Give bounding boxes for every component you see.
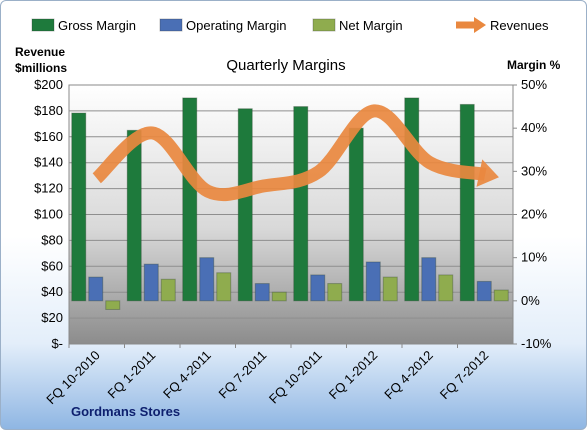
right-tick-label: 30% <box>521 163 547 178</box>
bar-operating-margin <box>254 283 270 302</box>
revenue-line-path <box>92 104 487 202</box>
x-tick-label: FQ 10-2011 <box>266 348 325 407</box>
legend: Gross Margin Operating Margin Net Margin Re… <box>31 17 549 33</box>
revenue-line <box>92 104 499 202</box>
bar-net-margin <box>438 274 454 302</box>
left-tick-label: $20 <box>41 310 63 325</box>
bar-operating-margin <box>199 257 215 302</box>
legend-label: Operating Margin <box>186 18 286 33</box>
left-tick-label: $40 <box>41 284 63 299</box>
legend-label: Net Margin <box>339 18 403 33</box>
x-tick-label: FQ 7-2011 <box>215 348 269 402</box>
legend-arrow-revenues <box>474 17 486 33</box>
right-tick-label: 50% <box>521 77 547 92</box>
left-tick-label: $160 <box>34 129 63 144</box>
bar-operating-margin <box>143 263 159 302</box>
left-tick-label: $140 <box>34 155 63 170</box>
bar-gross-margin <box>71 112 87 302</box>
left-tick-label: $100 <box>34 207 63 222</box>
legend-swatch-gross-margin <box>31 18 55 32</box>
left-axis-ticks: $- $20 $40 $60 $80 $100 $120 $140 $160 $180 $200 <box>34 77 63 351</box>
left-axis-title-line1: Revenue <box>15 45 65 59</box>
bar-operating-margin <box>88 276 104 302</box>
right-axis-ticks: -10% 0% 10% 20% 30% 40% 50% <box>513 77 552 351</box>
legend-label: Gross Margin <box>58 18 136 33</box>
x-tick-label: FQ 1-2011 <box>104 348 158 402</box>
revenue-arrow-head <box>476 159 499 187</box>
chart-title: Quarterly Margins <box>226 57 345 74</box>
bar-operating-margin <box>421 257 437 302</box>
right-tick-label: 10% <box>521 250 547 265</box>
left-tick-label: $- <box>51 336 63 351</box>
left-tick-label: $120 <box>34 181 63 196</box>
bar-gross-margin <box>126 129 142 302</box>
bar-net-margin <box>216 272 232 302</box>
bar-operating-margin <box>310 274 326 302</box>
bar-net-margin <box>271 291 287 302</box>
bar-net-margin <box>327 283 343 302</box>
legend-label: Revenues <box>490 18 549 33</box>
left-tick-label: $200 <box>34 77 63 92</box>
x-axis-ticks: FQ 10-2010 FQ 1-2011 FQ 4-2011 FQ 7-2011FQ … <box>43 344 491 407</box>
right-tick-label: 20% <box>521 207 547 222</box>
bar-gross-margin <box>237 108 253 302</box>
bar-net-margin <box>493 289 509 302</box>
bar-net-margin <box>160 278 176 302</box>
left-axis-title-line2: $millions <box>15 61 67 75</box>
bars <box>71 97 509 310</box>
bar-net-margin <box>382 276 398 302</box>
right-tick-label: 40% <box>521 120 547 135</box>
right-tick-label: 0% <box>521 293 540 308</box>
bar-gross-margin <box>293 106 309 302</box>
bar-operating-margin <box>476 280 492 302</box>
bar-operating-margin <box>365 261 381 302</box>
x-tick-label: FQ 7-2012 <box>437 348 492 403</box>
right-tick-label: -10% <box>521 336 552 351</box>
legend-swatch-operating-margin <box>159 18 183 32</box>
left-tick-label: $180 <box>34 103 63 118</box>
bar-net-margin <box>105 300 121 310</box>
left-tick-label: $60 <box>41 258 63 273</box>
company-name: Gordmans Stores <box>71 404 180 419</box>
x-tick-label: FQ 1-2012 <box>326 348 381 403</box>
bar-gross-margin <box>348 127 364 302</box>
left-tick-label: $80 <box>41 232 63 247</box>
x-tick-label: FQ 10-2010 <box>43 348 103 408</box>
x-tick-label: FQ 4-2011 <box>160 348 214 402</box>
bar-gross-margin <box>182 97 198 302</box>
bar-gross-margin <box>459 103 475 302</box>
x-tick-label: FQ 4-2012 <box>381 348 436 403</box>
right-axis-title: Margin % <box>507 58 561 72</box>
legend-swatch-net-margin <box>312 18 336 32</box>
